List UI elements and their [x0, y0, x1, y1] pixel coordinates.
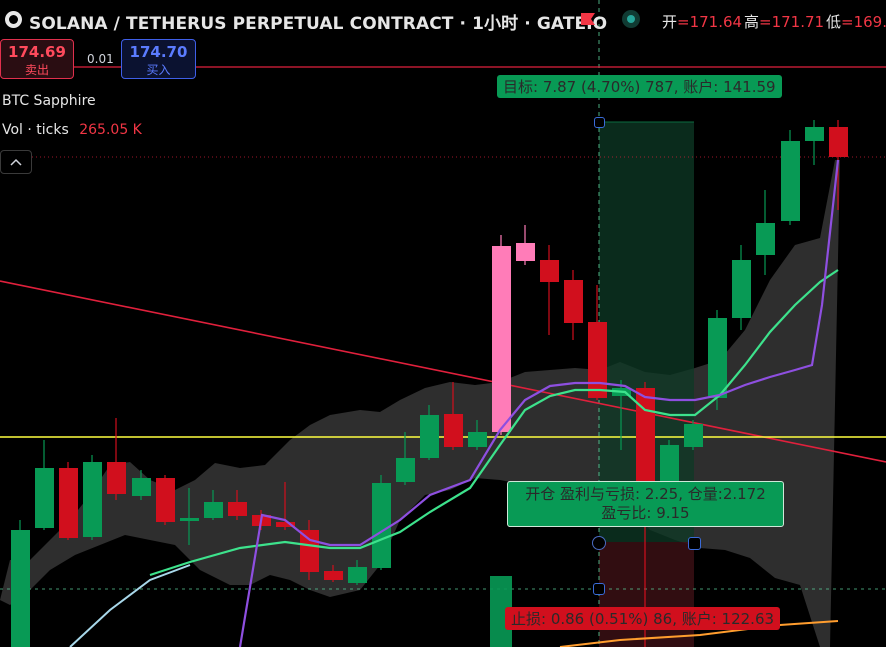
chart-title[interactable]: SOLANA / TETHERUS PERPETUAL CONTRACT · 1… — [29, 14, 608, 34]
indicator-legend[interactable]: BTC Sapphire — [2, 93, 96, 109]
ohlc-open: 开=171.64 — [662, 11, 742, 32]
ohlc-open-label: 开 — [662, 13, 678, 31]
target-handle[interactable] — [594, 117, 605, 128]
logo-icon — [5, 11, 22, 28]
spread-value: 0.01 — [87, 52, 114, 66]
stop-label[interactable]: 止损: 0.86 (0.51%) 86, 账户: 122.63 — [505, 607, 781, 630]
sell-button[interactable]: 174.69 卖出 — [0, 39, 74, 79]
flag-icon[interactable] — [580, 12, 596, 26]
volume-legend[interactable]: Vol · ticks 265.05 K — [2, 122, 142, 138]
chevron-up-icon — [10, 158, 22, 166]
status-dot-icon[interactable] — [622, 10, 640, 28]
collapse-legend-button[interactable] — [0, 150, 32, 174]
ohlc-high: 高=171.71 — [744, 11, 824, 32]
buy-price: 174.70 — [129, 43, 188, 61]
position-info-label[interactable]: 开仓 盈利与亏损: 2.25, 仓量:2.172 盈亏比: 9.15 — [507, 481, 784, 527]
volume-label: Vol · ticks — [2, 122, 69, 138]
ma-purple-line — [238, 159, 840, 647]
sell-price: 174.69 — [8, 43, 66, 61]
stop-handle[interactable] — [593, 583, 605, 595]
chart-header: SOLANA / TETHERUS PERPETUAL CONTRACT · 1… — [0, 6, 886, 34]
candles — [11, 120, 848, 647]
ohlc-open-value: =171.64 — [677, 13, 743, 31]
volume-value: 265.05 K — [79, 122, 142, 138]
trend-line — [0, 280, 886, 463]
position-info-line1: 开仓 盈利与亏损: 2.25, 仓量:2.172 — [525, 485, 766, 503]
ma-orange-line — [559, 620, 839, 647]
position-info-line2: 盈亏比: 9.15 — [601, 504, 690, 522]
stop-zone — [599, 542, 694, 647]
entry-handle-right[interactable] — [688, 537, 701, 550]
ma-lightblue-line — [69, 564, 191, 647]
buy-label: 买入 — [146, 63, 171, 77]
ohlc-low: 低=169. — [826, 11, 886, 32]
ohlc-high-label: 高 — [744, 13, 760, 31]
buy-button[interactable]: 174.70 买入 — [121, 39, 196, 79]
entry-handle-left[interactable] — [593, 537, 605, 549]
ohlc-low-value: =169. — [841, 13, 886, 31]
target-label[interactable]: 目标: 7.87 (4.70%) 787, 账户: 141.59 — [497, 75, 782, 98]
indicator-cloud — [0, 160, 840, 647]
ma-green-line — [149, 269, 839, 577]
ohlc-high-value: =171.71 — [759, 13, 825, 31]
ohlc-low-label: 低 — [826, 13, 842, 31]
sell-label: 卖出 — [24, 63, 49, 77]
